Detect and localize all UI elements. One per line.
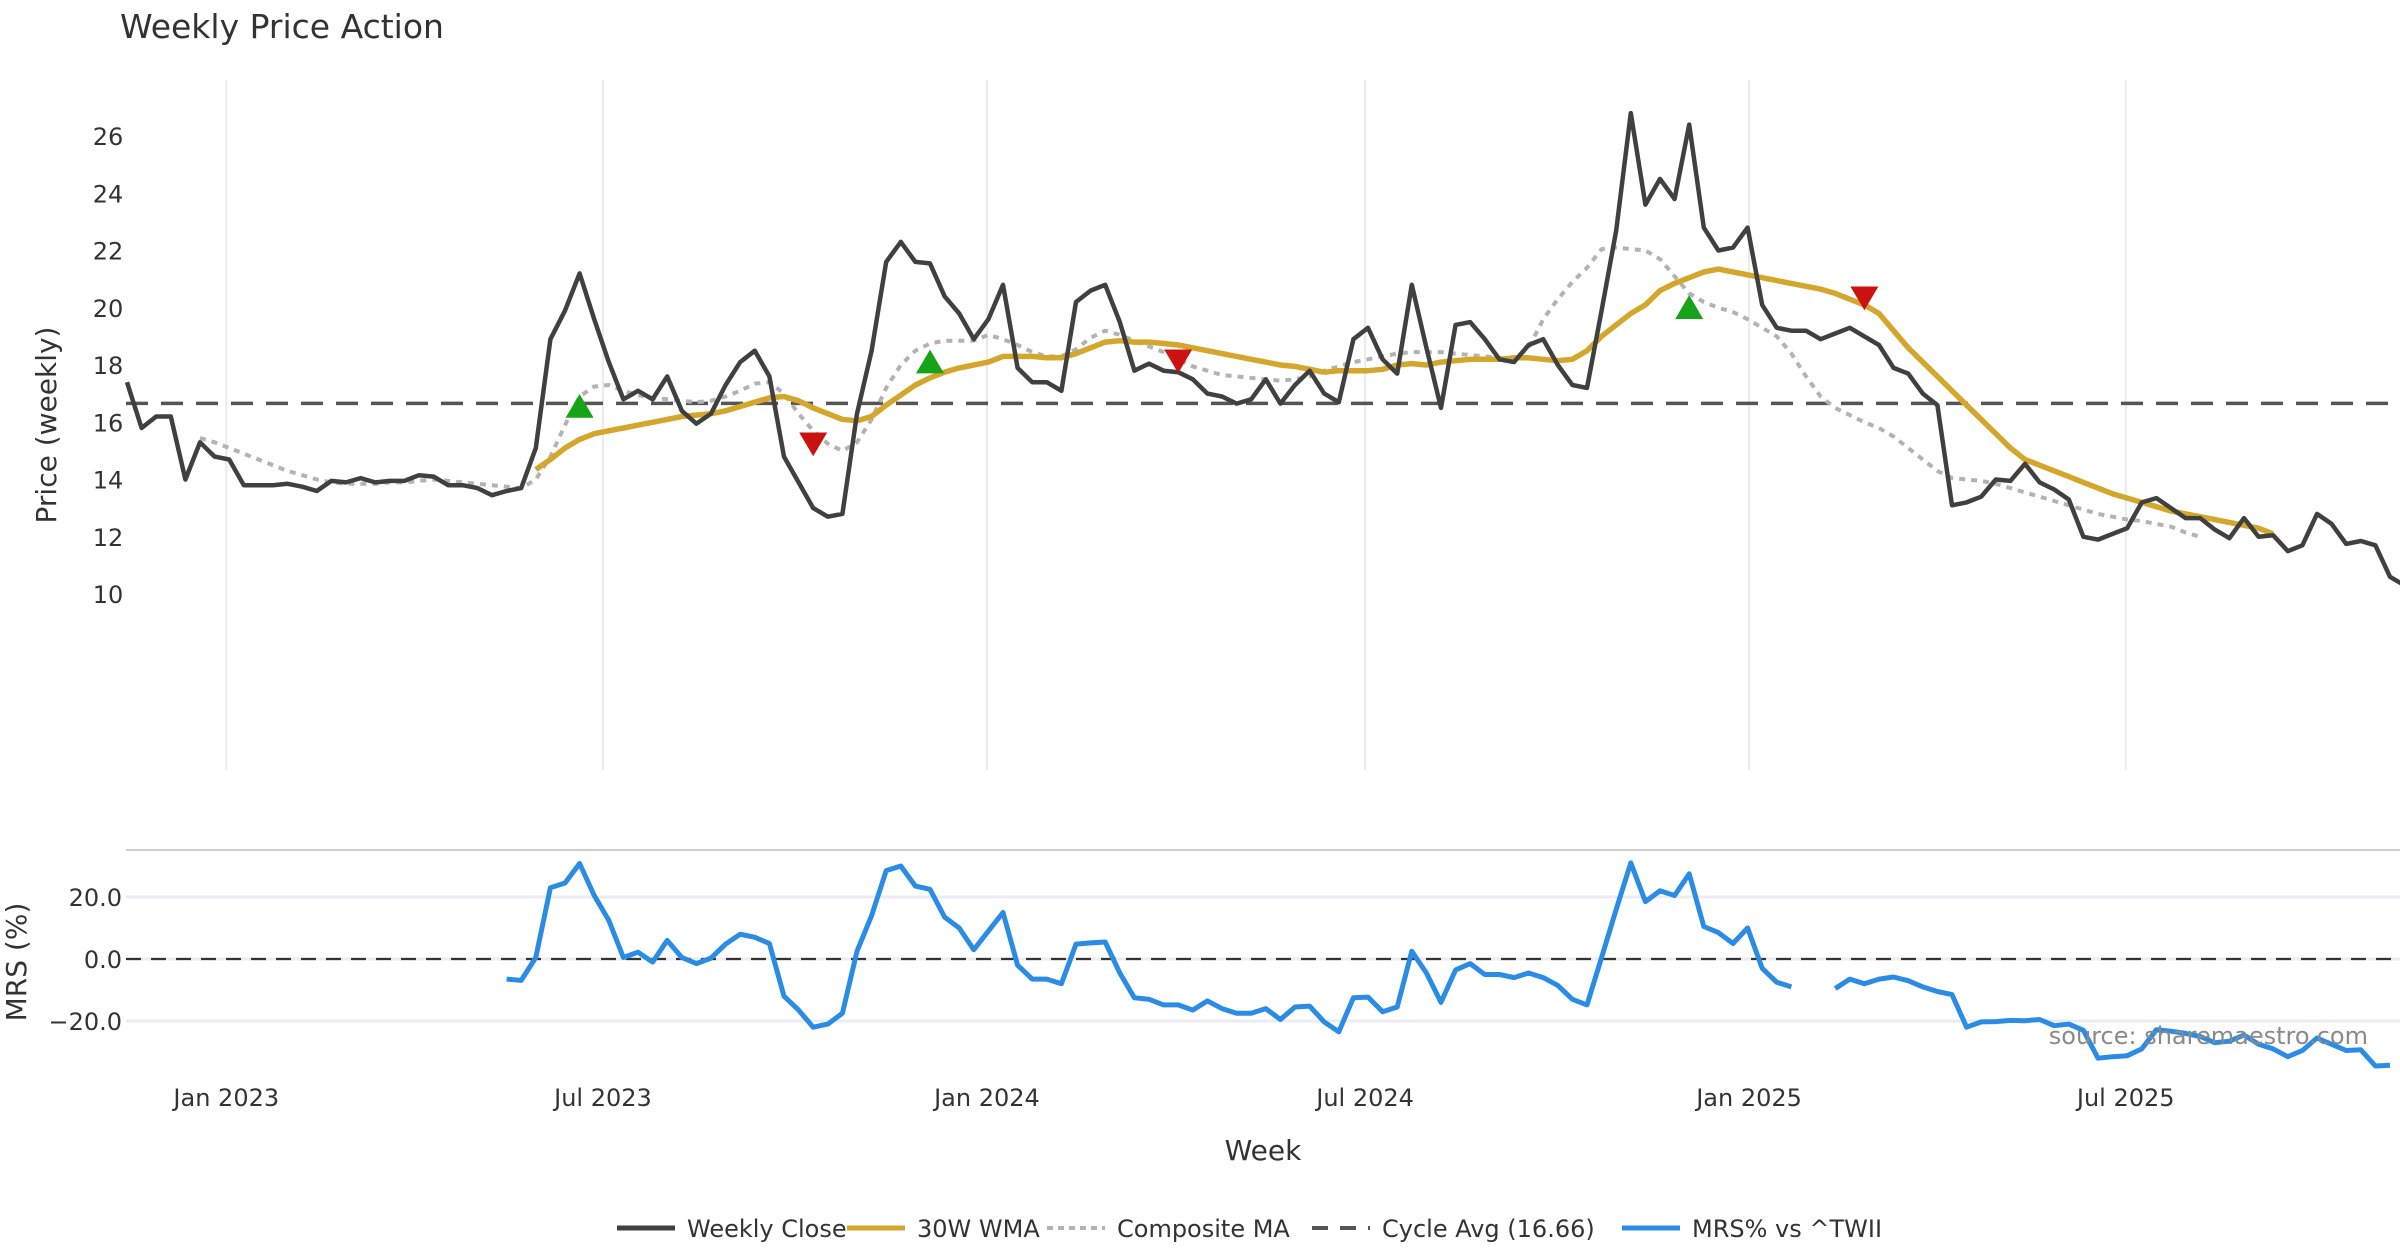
x-tick-label: Jan 2025: [1694, 1084, 1802, 1112]
buy-signal-marker: [565, 393, 594, 418]
mrs-y-ticks: −20.0 0.0 20.0: [48, 884, 122, 1036]
mrs-y-tick-label: −20.0: [48, 1008, 122, 1036]
x-tick-label: Jul 2025: [2075, 1084, 2175, 1112]
price-y-tick-label: 26: [93, 123, 124, 151]
legend-label: Composite MA: [1117, 1215, 1290, 1243]
source-annotation: source: sharemaestro.com: [2049, 1022, 2368, 1050]
price-y-tick-label: 18: [93, 352, 124, 380]
price-y-ticks: 10 12 14 16 18 20 22 24 26: [93, 123, 124, 609]
x-gridlines: [225, 80, 2127, 770]
chart-title: Weekly Price Action: [120, 7, 444, 46]
legend-label: MRS% vs ^TWII: [1692, 1215, 1882, 1243]
x-tick-label: Jul 2023: [552, 1084, 652, 1112]
price-y-axis-label: Price (weekly): [30, 327, 63, 524]
mrs-series-group: [506, 860, 2391, 1069]
x-axis-label: Week: [1225, 1134, 1302, 1167]
sell-signal-marker: [1850, 286, 1879, 311]
buy-signal-marker: [1675, 295, 1704, 319]
mrs-y-axis-label: MRS (%): [0, 903, 33, 1022]
price-y-tick-label: 12: [93, 524, 124, 552]
price-y-tick-label: 24: [93, 180, 124, 208]
legend-label: 30W WMA: [917, 1215, 1040, 1243]
mrs-y-tick-label: 0.0: [84, 946, 122, 974]
sell-signal-marker: [799, 432, 828, 457]
legend-label: Cycle Avg (16.66): [1382, 1215, 1595, 1243]
sell-signal-marker: [1164, 349, 1193, 374]
x-tick-label: Jan 2023: [171, 1084, 279, 1112]
price-y-tick-label: 22: [93, 238, 124, 266]
price-y-tick-label: 14: [93, 467, 124, 495]
legend: Weekly Close 30W WMA Composite MA Cycle Avg…: [617, 1215, 1882, 1243]
legend-label: Weekly Close: [687, 1215, 847, 1243]
x-tick-labels: Jan 2023 Jul 2023 Jan 2024 Jul 2024 Jan 2025…: [171, 1084, 2174, 1112]
price-y-tick-label: 10: [93, 581, 124, 609]
x-tick-label: Jul 2024: [1314, 1084, 1414, 1112]
price-y-tick-label: 16: [93, 409, 124, 437]
weekly-close-line: [124, 110, 2400, 586]
mrs-line-segment: [1833, 974, 2391, 1069]
mrs-line-segment: [506, 860, 1793, 1035]
x-tick-label: Jan 2024: [932, 1084, 1040, 1112]
signal-markers: [565, 286, 1879, 457]
price-y-tick-label: 20: [93, 295, 124, 323]
mrs-y-tick-label: 20.0: [69, 884, 122, 912]
price-series-group: [124, 110, 2400, 586]
30w-wma-line: [534, 266, 2275, 537]
buy-signal-marker: [916, 349, 944, 374]
